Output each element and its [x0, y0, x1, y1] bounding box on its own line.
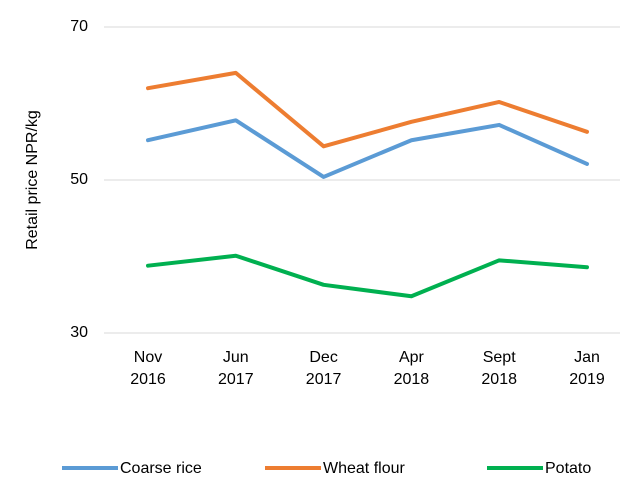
legend-label: Coarse rice — [120, 460, 202, 477]
x-tick-label: Dec 2017 — [305, 349, 342, 388]
x-tick-label: Sept 2018 — [481, 349, 517, 388]
x-tick-label: Jan 2019 — [569, 349, 605, 388]
y-tick-label: 30 — [70, 324, 88, 341]
x-tick-label: Apr 2018 — [393, 349, 430, 388]
line-series — [146, 253, 589, 299]
legend-label: Potato — [545, 460, 591, 477]
legend-label: Wheat flour — [323, 460, 405, 477]
x-tick-label: Jun 2017 — [218, 349, 254, 388]
y-tick-label: 70 — [70, 18, 88, 35]
x-tick-label: Nov 2016 — [130, 349, 166, 388]
y-axis-label: Retail price NPR/kg — [24, 110, 41, 250]
line-series — [146, 118, 589, 179]
y-tick-label: 50 — [70, 171, 88, 188]
line-series — [146, 70, 589, 149]
